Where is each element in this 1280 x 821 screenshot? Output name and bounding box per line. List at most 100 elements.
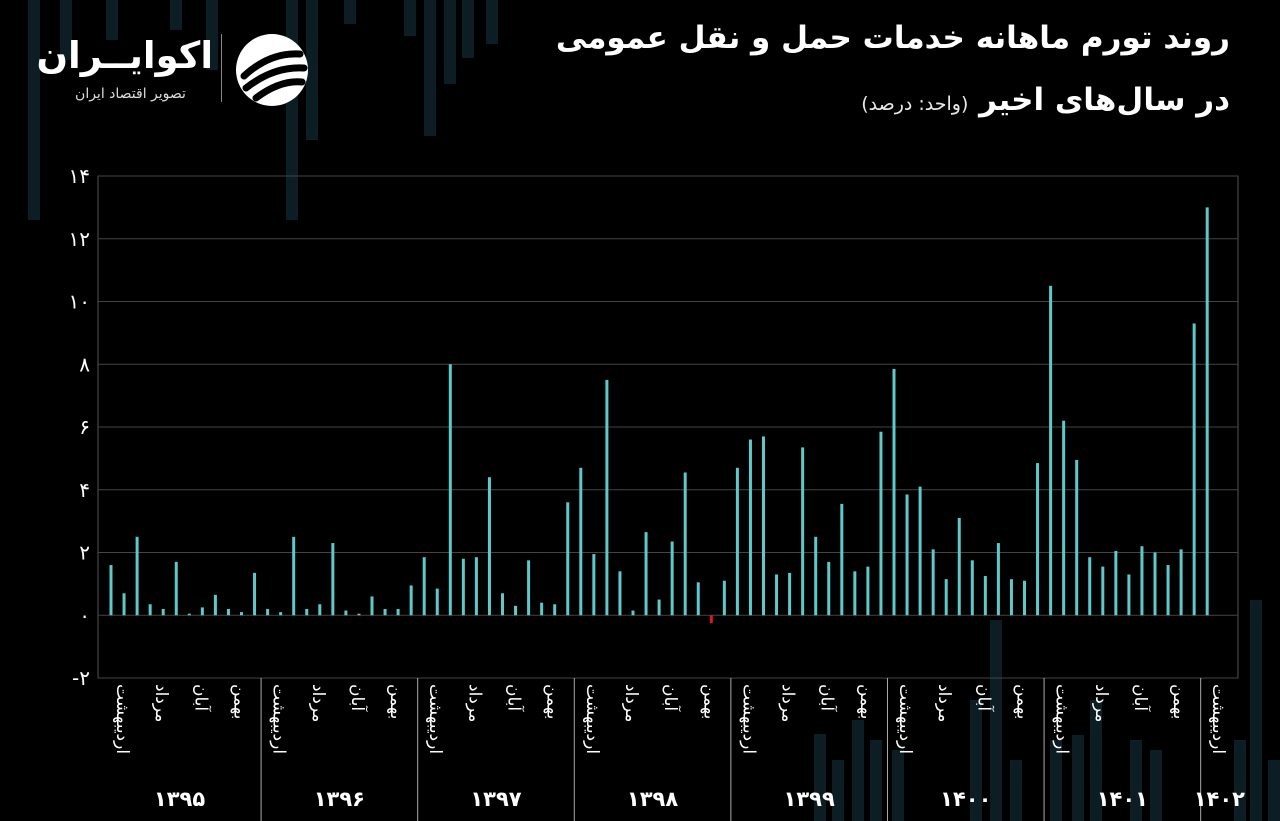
background-candle <box>424 0 436 136</box>
bar <box>605 379 609 616</box>
background-candle <box>344 0 356 24</box>
x-month-label: آبان <box>973 684 995 712</box>
bar <box>918 486 922 616</box>
x-month-label: اردیبهشت <box>1052 684 1072 754</box>
y-tick-label: ۸ <box>79 352 90 376</box>
bar <box>696 582 700 616</box>
bar <box>370 596 374 616</box>
bar <box>905 494 909 616</box>
bar <box>892 368 896 616</box>
background-candle <box>60 0 72 60</box>
bar <box>174 561 178 616</box>
bar <box>187 613 191 616</box>
bar <box>1036 463 1040 616</box>
bar <box>931 549 935 616</box>
bar <box>840 503 844 616</box>
x-month-label: آبان <box>660 684 682 712</box>
x-month-label: آبان <box>504 684 526 712</box>
x-year-label: ۱۳۹۸ <box>627 787 678 811</box>
x-month-label: مرداد <box>1091 684 1111 722</box>
x-month-label: بهمن <box>1169 684 1189 719</box>
x-month-label: بهمن <box>386 684 406 719</box>
logo-divider <box>221 34 222 102</box>
bar <box>279 612 283 616</box>
bar <box>1114 550 1118 616</box>
logo-name: اکوایــران <box>36 34 213 77</box>
bar <box>487 477 491 616</box>
y-tick-label: ۲ <box>79 541 90 565</box>
bar <box>683 472 687 616</box>
background-candle <box>28 0 40 220</box>
bar <box>396 608 400 616</box>
x-month-label: آبان <box>347 684 369 712</box>
bar <box>1127 574 1131 616</box>
x-month-label: اردیبهشت <box>895 684 915 754</box>
logo-tagline: تصویر اقتصاد ایران <box>75 86 186 102</box>
bar <box>775 574 779 616</box>
background-candle <box>170 0 182 30</box>
bar <box>109 565 113 616</box>
bar <box>631 610 635 616</box>
y-tick-label: ۱۴ <box>69 164 90 188</box>
bar <box>122 593 126 616</box>
background-candle <box>462 0 474 58</box>
bar <box>213 594 217 616</box>
bar <box>762 436 765 616</box>
bar <box>983 576 987 616</box>
x-month-label: مرداد <box>464 684 484 722</box>
x-month-label: اردیبهشت <box>425 684 445 754</box>
bar <box>1166 565 1170 616</box>
background-candle <box>852 720 864 821</box>
x-month-label: اردیبهشت <box>738 684 758 754</box>
bar <box>566 502 570 616</box>
bar <box>579 467 583 616</box>
x-month-label: بهمن <box>229 684 249 719</box>
background-candle <box>1250 600 1262 821</box>
bar <box>148 604 152 616</box>
bar <box>1075 459 1079 616</box>
bar <box>957 517 961 616</box>
bar <box>827 561 831 616</box>
bar <box>1101 566 1105 616</box>
x-year-label: ۱۴۰۱ <box>1097 787 1148 811</box>
background-candle <box>206 0 218 70</box>
y-tick-label: ۱۰ <box>69 290 90 314</box>
y-tick-label: ۶ <box>79 415 90 439</box>
subtitle-main: در سال‌های اخیر <box>979 82 1230 118</box>
background-candle <box>970 700 982 821</box>
x-year-label: ۱۴۰۰ <box>940 787 991 811</box>
bar <box>344 610 348 616</box>
x-year-label: ۱۴۰۲ <box>1194 787 1245 811</box>
bar <box>748 439 752 616</box>
x-year-label: ۱۳۹۹ <box>784 787 835 811</box>
ecoiran-logo: اکوایــران تصویر اقتصاد ایران <box>36 30 310 110</box>
bar <box>970 560 974 616</box>
bar <box>670 541 674 616</box>
bar <box>357 613 361 616</box>
bar <box>266 608 270 616</box>
bar <box>461 558 465 616</box>
x-month-label: مرداد <box>308 684 328 722</box>
background-candle <box>1130 740 1142 821</box>
background-candle <box>832 760 844 821</box>
bar <box>448 364 452 616</box>
bar <box>422 557 426 616</box>
bar <box>853 571 857 616</box>
x-year-label: ۱۳۹۶ <box>314 787 365 811</box>
x-month-label: آبان <box>817 684 839 712</box>
x-month-label: اردیبهشت <box>112 684 132 754</box>
x-month-label: بهمن <box>699 684 719 719</box>
x-month-label: بهمن <box>543 684 563 719</box>
bar <box>801 447 805 616</box>
x-month-label: مرداد <box>621 684 641 722</box>
y-tick-label: -۲ <box>72 666 90 690</box>
bar <box>1153 552 1157 616</box>
background-candle <box>486 0 498 44</box>
bar <box>1179 549 1183 616</box>
y-tick-label: ۴ <box>79 478 90 502</box>
bar <box>944 579 948 616</box>
chart-title: روند تورم ماهانه خدمات حمل و نقل عمومی <box>555 20 1230 56</box>
background-candle <box>1234 740 1246 821</box>
